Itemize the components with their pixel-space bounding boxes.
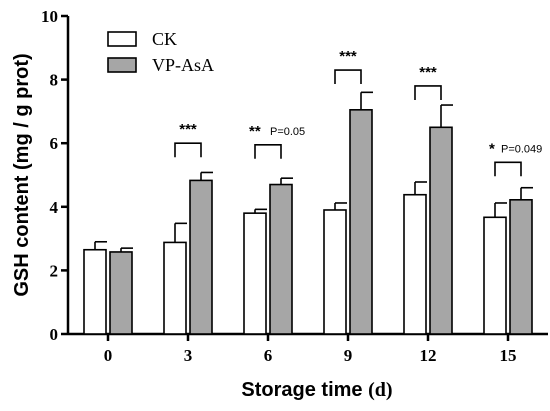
- y-tick-label: 8: [50, 71, 59, 90]
- x-tick-label: 15: [500, 346, 517, 365]
- bar-vp-asa: [509, 199, 533, 335]
- significance-annotations: *** ** P=0.05******* P=0.049: [174, 48, 542, 177]
- x-axis: 0 3 6 9 12 15: [68, 332, 548, 365]
- y-tick-label: 0: [50, 325, 59, 344]
- significance-bracket: [414, 85, 442, 100]
- significance-stars: ***: [179, 121, 197, 138]
- bar-ck: [403, 193, 427, 335]
- legend-swatch-ck: [107, 31, 137, 47]
- significance-stars: **: [249, 123, 261, 140]
- y-tick-label: 10: [41, 7, 58, 26]
- legend-label-ck: CK: [152, 29, 177, 49]
- significance-stars: ***: [419, 64, 437, 81]
- y-axis-title: GSH content (mg / g prot): [11, 53, 33, 296]
- x-tick-label: 3: [184, 346, 193, 365]
- y-tick-label: 4: [50, 198, 59, 217]
- significance-stars: ***: [339, 48, 357, 65]
- p-value-label: P=0.049: [501, 143, 542, 155]
- bar-ck: [323, 209, 347, 335]
- bar-ck: [163, 241, 187, 335]
- bar-ck: [83, 248, 107, 335]
- x-axis-unit: (d): [368, 379, 392, 401]
- bars: [83, 91, 533, 335]
- x-tick-label: 6: [264, 346, 273, 365]
- bar-vp-asa: [109, 251, 133, 335]
- significance-bracket: [494, 161, 522, 177]
- x-axis-title: Storage time (d): [241, 379, 392, 401]
- bar-vp-asa: [429, 126, 453, 335]
- significance-stars: *: [489, 140, 495, 157]
- bar-vp-asa: [189, 179, 213, 335]
- legend-label-vp-asa: VP-AsA: [152, 55, 214, 75]
- x-axis-title-text: Storage time: [241, 379, 362, 401]
- x-tick-label: 9: [344, 346, 353, 365]
- y-axis: 0 2 4 6 8 10: [41, 7, 70, 344]
- significance-bracket: [174, 142, 202, 158]
- y-tick-label: 2: [50, 261, 59, 280]
- legend: CK VP-AsA: [107, 29, 214, 75]
- legend-swatch-vp-asa: [107, 57, 137, 73]
- bar-ck: [483, 216, 507, 335]
- x-tick-label: 0: [104, 346, 113, 365]
- p-value-label: P=0.05: [270, 126, 305, 138]
- significance-bracket: [334, 69, 362, 85]
- bar-ck: [243, 212, 267, 335]
- y-tick-label: 6: [50, 134, 59, 153]
- x-tick-label: 12: [420, 346, 437, 365]
- significance-bracket: [254, 143, 282, 159]
- bar-vp-asa: [349, 109, 373, 335]
- bar-vp-asa: [269, 183, 293, 335]
